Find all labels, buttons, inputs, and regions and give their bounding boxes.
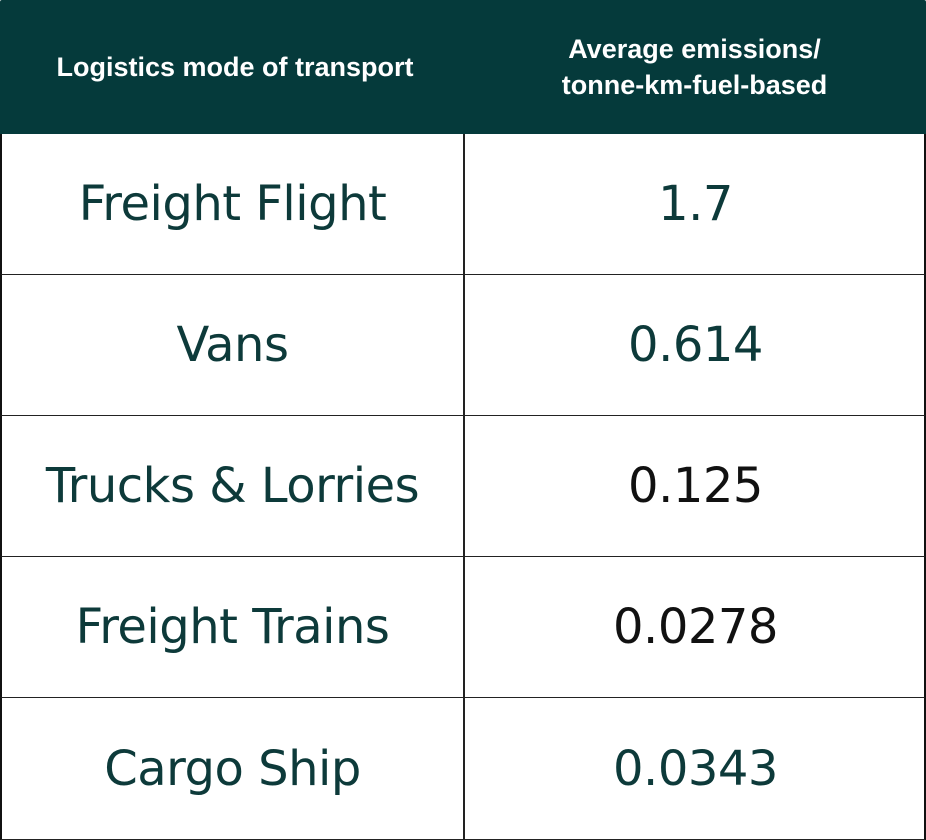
header-col-emissions: Average emissions/ tonne-km-fuel-based bbox=[463, 0, 926, 134]
header-col-mode: Logistics mode of transport bbox=[0, 0, 470, 134]
header-col-emissions-label: Average emissions/ tonne-km-fuel-based bbox=[562, 31, 828, 103]
cell-mode: Trucks & Lorries bbox=[45, 458, 420, 514]
header-col-emissions-line1: Average emissions/ bbox=[568, 34, 821, 64]
cell-mode: Vans bbox=[176, 317, 289, 373]
cell-value: 0.614 bbox=[628, 317, 763, 373]
cell-mode: Freight Flight bbox=[78, 176, 387, 232]
cell-mode: Cargo Ship bbox=[104, 740, 361, 797]
table-header: Logistics mode of transport Average emis… bbox=[0, 0, 926, 134]
cell-value: 0.125 bbox=[628, 458, 763, 514]
table-body: Freight Flight 1.7 Vans 0.614 Trucks & L… bbox=[0, 134, 926, 840]
table-row: Cargo Ship 0.0343 bbox=[0, 698, 926, 840]
cell-value: 1.7 bbox=[658, 176, 733, 232]
table-row: Freight Flight 1.7 bbox=[0, 134, 926, 275]
header-col-emissions-line2: tonne-km-fuel-based bbox=[561, 70, 828, 100]
table-row: Trucks & Lorries 0.125 bbox=[0, 416, 926, 557]
cell-mode: Freight Trains bbox=[75, 599, 390, 655]
table-row: Vans 0.614 bbox=[0, 275, 926, 416]
cell-value: 0.0278 bbox=[613, 599, 778, 655]
cell-value: 0.0343 bbox=[613, 740, 778, 797]
column-divider bbox=[463, 134, 465, 840]
header-col-mode-label: Logistics mode of transport bbox=[56, 52, 414, 82]
